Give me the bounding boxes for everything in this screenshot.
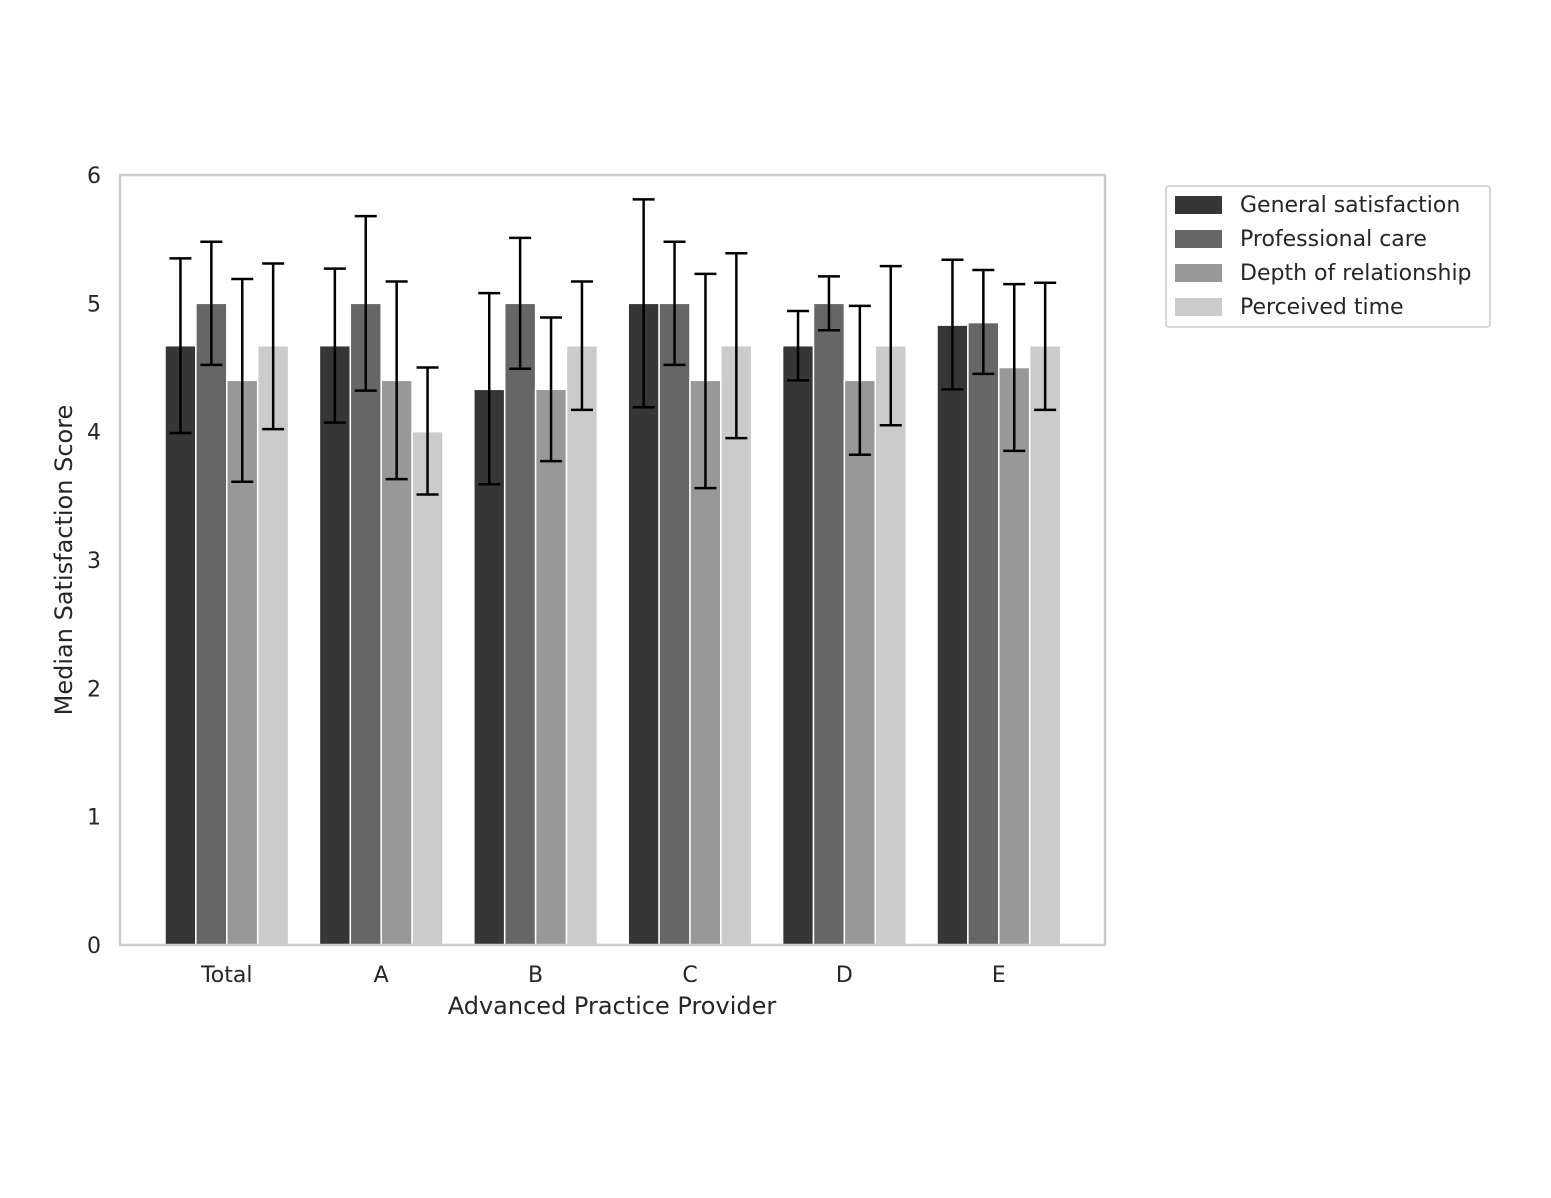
y-axis-title: Median Satisfaction Score <box>50 405 78 716</box>
bar-e-depth-of-relationship <box>998 366 1031 946</box>
x-tick-label: B <box>528 963 543 988</box>
bar-a-perceived-time <box>411 430 444 946</box>
x-tick-label: A <box>374 963 389 988</box>
error-bars-layer <box>169 198 1057 496</box>
y-tick-labels: 0 1 2 3 4 5 6 <box>87 164 101 959</box>
error-bar-a-depth-of-relationship <box>385 280 408 481</box>
legend-label-professional-care: Professional care <box>1240 227 1427 252</box>
x-tick-label: E <box>992 963 1006 988</box>
bar-b-perceived-time <box>565 344 599 946</box>
legend-swatch-general-satisfaction <box>1175 196 1222 214</box>
y-tick-label: 5 <box>87 292 101 317</box>
error-bar-c-professional-care <box>663 240 686 367</box>
error-bar-a-perceived-time <box>416 366 439 496</box>
x-tick-label: Total <box>200 963 252 988</box>
legend-label-perceived-time: Perceived time <box>1240 295 1404 320</box>
legend-swatch-professional-care <box>1175 230 1222 248</box>
bar-e-perceived-time <box>1028 344 1062 946</box>
bar-c-perceived-time <box>720 344 753 946</box>
bar-total-perceived-time <box>256 344 290 946</box>
y-tick-label: 6 <box>87 164 101 189</box>
error-bar-e-general-satisfaction <box>941 258 964 391</box>
error-bar-c-general-satisfaction <box>632 198 655 409</box>
y-tick-label: 2 <box>87 677 101 702</box>
bar-e-general-satisfaction <box>936 324 969 946</box>
error-bar-e-professional-care <box>972 268 995 376</box>
error-bar-a-general-satisfaction <box>323 267 346 424</box>
bar-d-general-satisfaction <box>781 344 815 946</box>
x-tick-label: D <box>836 963 853 988</box>
legend: General satisfaction Professional care D… <box>1165 185 1491 328</box>
legend-label-general-satisfaction: General satisfaction <box>1240 193 1460 218</box>
bar-b-professional-care <box>503 302 537 946</box>
error-bar-a-professional-care <box>354 214 377 392</box>
error-bar-e-depth-of-relationship <box>1003 282 1026 453</box>
error-bar-d-perceived-time <box>879 264 902 427</box>
bar-total-professional-care <box>195 302 228 946</box>
y-tick-label: 0 <box>87 934 101 959</box>
legend-label-depth-of-relationship: Depth of relationship <box>1240 261 1472 286</box>
error-bar-total-perceived-time <box>262 262 285 431</box>
y-tick-label: 3 <box>87 549 101 574</box>
y-tick-label: 4 <box>87 421 101 446</box>
bar-d-perceived-time <box>874 344 907 946</box>
bar-e-professional-care <box>967 321 1000 946</box>
bar-c-general-satisfaction <box>627 302 660 946</box>
x-tick-labels: Total A B C D E <box>200 963 1006 988</box>
error-bar-e-perceived-time <box>1034 281 1057 412</box>
legend-swatch-perceived-time <box>1175 298 1222 316</box>
plot-frame <box>118 173 1107 947</box>
bar-c-professional-care <box>658 302 691 946</box>
bar-a-professional-care <box>349 302 382 946</box>
error-bar-total-depth-of-relationship <box>231 277 254 483</box>
error-bar-total-professional-care <box>200 240 223 367</box>
error-bar-b-perceived-time <box>570 280 593 412</box>
y-tick-label: 1 <box>87 806 101 831</box>
bar-a-general-satisfaction <box>318 344 352 946</box>
legend-swatch-depth-of-relationship <box>1175 264 1222 282</box>
x-axis-title: Advanced Practice Provider <box>448 992 777 1020</box>
error-bar-d-professional-care <box>817 275 840 332</box>
x-tick-label: C <box>682 963 697 988</box>
error-bar-total-general-satisfaction <box>169 257 192 435</box>
error-bar-b-depth-of-relationship <box>540 316 563 463</box>
bar-d-depth-of-relationship <box>843 379 877 946</box>
error-bar-c-perceived-time <box>725 252 748 440</box>
error-bar-b-professional-care <box>509 236 532 371</box>
error-bar-d-depth-of-relationship <box>848 304 871 457</box>
error-bar-d-general-satisfaction <box>787 309 810 382</box>
error-bar-b-general-satisfaction <box>478 291 501 486</box>
bar-d-professional-care <box>812 302 846 946</box>
error-bar-c-depth-of-relationship <box>694 272 717 490</box>
bar-b-depth-of-relationship <box>534 388 568 946</box>
legend-frame <box>1165 185 1491 328</box>
bar-total-general-satisfaction <box>164 344 197 946</box>
